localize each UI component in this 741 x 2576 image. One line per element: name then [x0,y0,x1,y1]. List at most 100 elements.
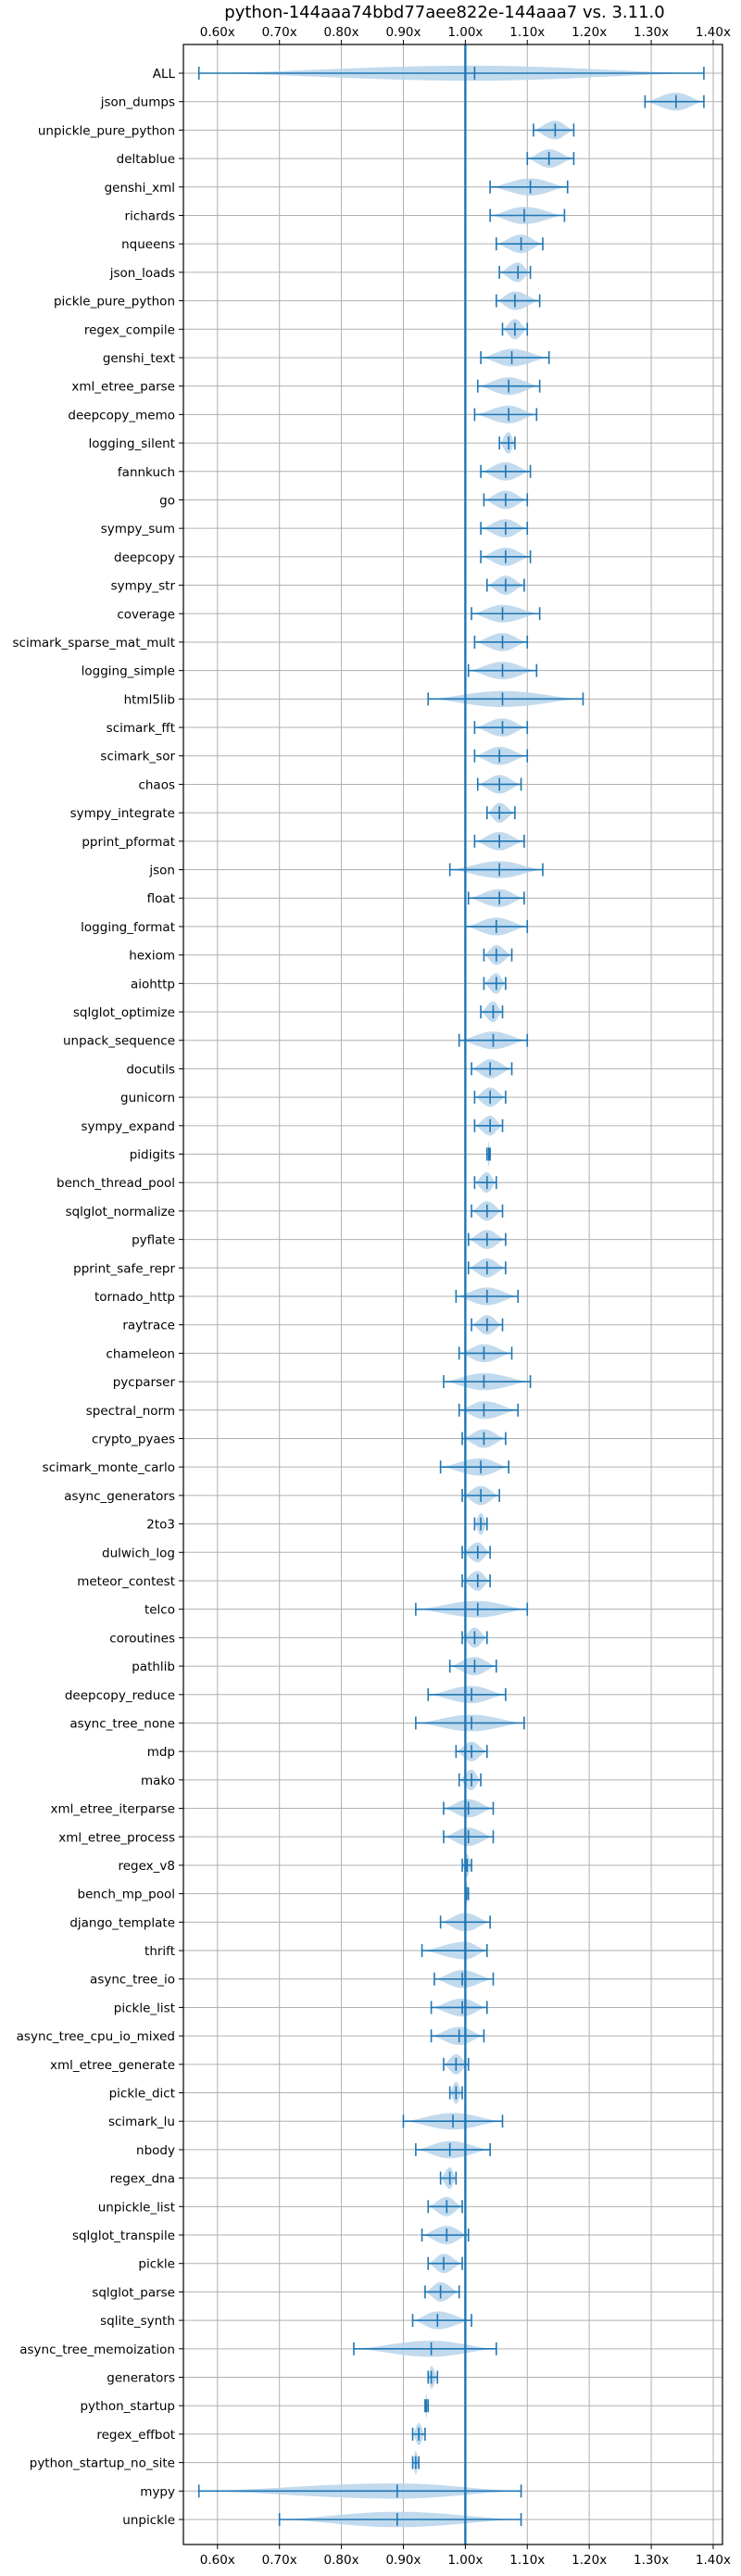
category-labels: ALL json_dumps unpickle_pure_pythondeltabl… [13,67,176,2528]
category-label: telco [144,1603,175,1618]
category-label: django_template [69,1915,175,1930]
violin-fannkuch [480,461,532,481]
category-label: unpack_sequence [63,1034,175,1049]
category-label: nbody [136,2143,175,2158]
category-label: meteor_contest [77,1574,175,1589]
category-label: pprint_safe_repr [73,1261,175,1276]
category-label: generators [107,2371,175,2386]
category-label: xml_etree_generate [50,2058,175,2073]
violin-unpickle_list [427,2196,463,2216]
violin-mypy [197,2483,522,2499]
category-label: fannkuch [118,465,175,480]
violin-series [197,65,705,2528]
category-label: unpickle_list [98,2200,175,2215]
violin-pprint_safe_repr [467,1258,507,1278]
violin-xml_etree_process [443,1827,495,1847]
category-label: json [148,864,175,878]
violin-json_loads [498,262,532,283]
tick-label-top: 1.00x [447,25,483,40]
violin-sympy_expand [473,1116,504,1136]
category-label: sympy_sum [101,522,175,537]
category-label: pickle [138,2257,175,2272]
violin-sympy_sum [480,519,529,538]
violin-generators [427,2366,439,2389]
violin-spectral_norm [458,1401,520,1420]
category-label: sympy_expand [81,1119,175,1134]
category-label: sqlite_synth [100,2314,175,2329]
violin-xml_etree_parse [476,377,541,396]
chart-title: python-144aaa74bbd77aee822e-144aaa7 vs. … [224,3,664,22]
category-label: pyflate [132,1233,175,1248]
violin-async_generators [461,1485,500,1506]
violin-scimark_sparse_mat_mult [473,633,529,651]
tick-label-bottom: 1.30x [634,2553,669,2568]
violin-xml_etree_generate [443,2053,470,2075]
violin-sympy_integrate [485,802,516,823]
category-label: regex_compile [84,322,175,337]
violin-go [483,490,529,510]
violin-unpickle [278,2511,522,2528]
violin-dulwich_log [461,1542,491,1562]
violin-bench_thread_pool [473,1172,497,1193]
violin-unpack_sequence [458,1031,529,1050]
violin-gunicorn [473,1087,507,1107]
violin-async_tree_cpu_io_mixed [430,2027,485,2045]
category-label: chaos [138,777,175,792]
violin-docutils [471,1059,513,1079]
category-label: pycparser [113,1375,176,1390]
violin-nbody [415,2140,491,2159]
category-label: sympy_str [111,579,176,594]
violin-hexiom [483,944,513,966]
violin-aiohttp [483,973,507,994]
tick-label-top: 1.10x [509,25,545,40]
category-label: dulwich_log [102,1546,175,1560]
violin-regex_dna [439,2167,458,2190]
violin-json_dumps [644,93,705,111]
tick-label-bottom: 1.00x [447,2553,483,2568]
violin-genshi_text [480,348,550,367]
violin-chaos [476,775,522,794]
category-label: json_loads [109,266,175,281]
category-label: docutils [126,1062,175,1077]
category-label: python_startup_no_site [30,2456,175,2471]
category-label: sqlglot_transpile [72,2229,175,2243]
violin-mako [458,1769,482,1790]
category-label: mako [141,1774,175,1788]
category-label: html5lib [124,692,175,707]
category-label: scimark_sor [100,750,175,764]
violin-sqlglot_optimize [480,1001,504,1023]
violin-regex_effbot [411,2422,426,2445]
violin-html5lib [427,690,584,707]
violin-mdp [455,1741,488,1762]
violin-float [467,889,525,907]
category-label: xml_etree_iterparse [51,1802,176,1817]
category-label: pprint_pformat [82,835,175,850]
category-label: scimark_lu [108,2115,175,2129]
violin-raytrace [471,1315,504,1335]
violin-telco [415,1600,529,1618]
violin-sqlglot_transpile [421,2226,470,2244]
category-label: logging_simple [82,664,175,679]
violin-logging_silent [498,432,516,454]
violin-ALL [197,65,705,82]
violin-unpickle_pure_python [533,120,575,140]
category-label: async_tree_io [90,1973,175,1988]
tick-label-top: 0.90x [385,25,421,40]
category-label: 2to3 [146,1518,175,1533]
category-label: sqlglot_normalize [66,1205,175,1219]
category-label: deepcopy [114,550,175,565]
category-label: unpickle_pure_python [38,123,175,138]
violin-genshi_xml [489,178,569,196]
tick-label-bottom: 1.40x [696,2553,731,2568]
tick-label-top: 0.60x [200,25,235,40]
violin-scimark_fft [473,718,529,737]
violin-pickle [427,2254,463,2274]
violin-scimark_lu [402,2113,504,2130]
tick-label-top: 1.30x [634,25,669,40]
violin-async_tree_io [433,1970,495,1989]
violin-sympy_str [485,575,525,595]
plot-frame [182,44,723,2545]
tick-label-top: 1.20x [571,25,607,40]
category-label: nqueens [121,237,175,252]
violin-python_startup [424,2393,430,2418]
